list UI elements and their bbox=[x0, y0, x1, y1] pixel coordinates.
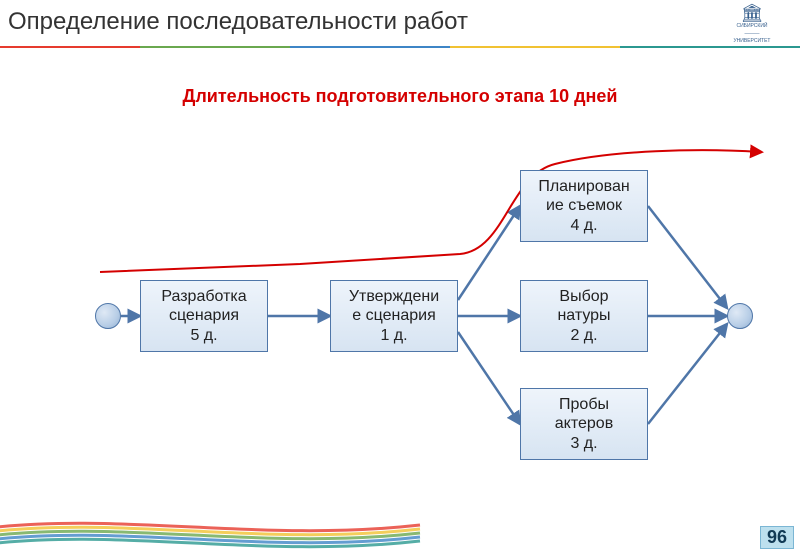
task-box-line: е сценария bbox=[352, 306, 435, 325]
decorative-wave bbox=[0, 503, 800, 553]
task-box-n2: Утверждение сценария1 д. bbox=[330, 280, 458, 352]
task-box-line: Утверждени bbox=[349, 287, 439, 306]
task-box-line: 3 д. bbox=[570, 434, 597, 453]
flow-arrow bbox=[648, 324, 727, 424]
task-box-line: сценария bbox=[169, 306, 239, 325]
flow-arrow bbox=[648, 206, 727, 308]
start-node bbox=[95, 303, 121, 329]
task-box-line: 2 д. bbox=[570, 326, 597, 345]
task-box-n3: Планирование съемок4 д. bbox=[520, 170, 648, 242]
task-box-line: Пробы bbox=[559, 395, 609, 414]
task-box-line: Выбор bbox=[559, 287, 608, 306]
task-box-line: актеров bbox=[555, 414, 613, 433]
task-box-line: ие съемок bbox=[546, 196, 622, 215]
diagram-svg bbox=[0, 0, 800, 553]
end-node bbox=[727, 303, 753, 329]
flow-arrow bbox=[458, 332, 520, 424]
task-box-line: натуры bbox=[557, 306, 610, 325]
task-box-n1: Разработкасценария5 д. bbox=[140, 280, 268, 352]
task-box-line: 1 д. bbox=[380, 326, 407, 345]
task-box-n5: Пробыактеров3 д. bbox=[520, 388, 648, 460]
task-box-line: Разработка bbox=[161, 287, 246, 306]
task-box-n4: Выборнатуры2 д. bbox=[520, 280, 648, 352]
critical-path bbox=[100, 150, 760, 272]
task-box-line: 5 д. bbox=[190, 326, 217, 345]
task-box-line: 4 д. bbox=[570, 216, 597, 235]
task-box-line: Планирован bbox=[538, 177, 629, 196]
